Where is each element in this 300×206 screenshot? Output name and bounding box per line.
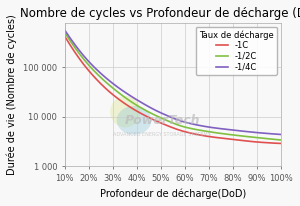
-1/2C [279, 139, 283, 141]
-1/2C [72, 44, 75, 47]
Y-axis label: Durée de vie (Nombre de cycles): Durée de vie (Nombre de cycles) [7, 14, 17, 175]
-1/2C [261, 137, 265, 139]
Line: -1C: -1C [65, 36, 281, 143]
-1/2C [268, 138, 272, 140]
-1/4C [63, 29, 67, 31]
Line: -1/2C: -1/2C [65, 33, 281, 140]
Title: Nombre de cycles vs Profondeur de décharge (DoD): Nombre de cycles vs Profondeur de déchar… [20, 7, 300, 20]
-1/2C [76, 50, 80, 53]
-1C [72, 49, 75, 51]
Text: ADVANCED ENERGY STORAGE SYSTEMS: ADVANCED ENERGY STORAGE SYSTEMS [113, 132, 211, 137]
Ellipse shape [110, 96, 140, 128]
-1C [121, 101, 124, 103]
-1C [63, 35, 67, 38]
X-axis label: Profondeur de décharge(DoD): Profondeur de décharge(DoD) [100, 188, 246, 199]
-1/2C [63, 31, 67, 34]
-1/2C [103, 80, 107, 83]
-1C [279, 142, 283, 145]
-1C [261, 141, 265, 144]
Ellipse shape [117, 106, 151, 135]
-1/4C [72, 41, 75, 44]
-1/4C [261, 132, 265, 134]
-1/2C [121, 94, 124, 97]
-1/4C [268, 132, 272, 135]
Legend: -1C, -1/2C, -1/4C: -1C, -1/2C, -1/4C [196, 27, 277, 75]
Line: -1/4C: -1/4C [65, 30, 281, 135]
-1/4C [103, 76, 107, 78]
Text: PowerTech: PowerTech [124, 114, 200, 127]
-1C [76, 55, 80, 58]
-1/4C [121, 89, 124, 92]
-1C [103, 87, 107, 89]
-1/4C [76, 47, 80, 50]
-1/4C [279, 133, 283, 136]
-1C [268, 142, 272, 144]
